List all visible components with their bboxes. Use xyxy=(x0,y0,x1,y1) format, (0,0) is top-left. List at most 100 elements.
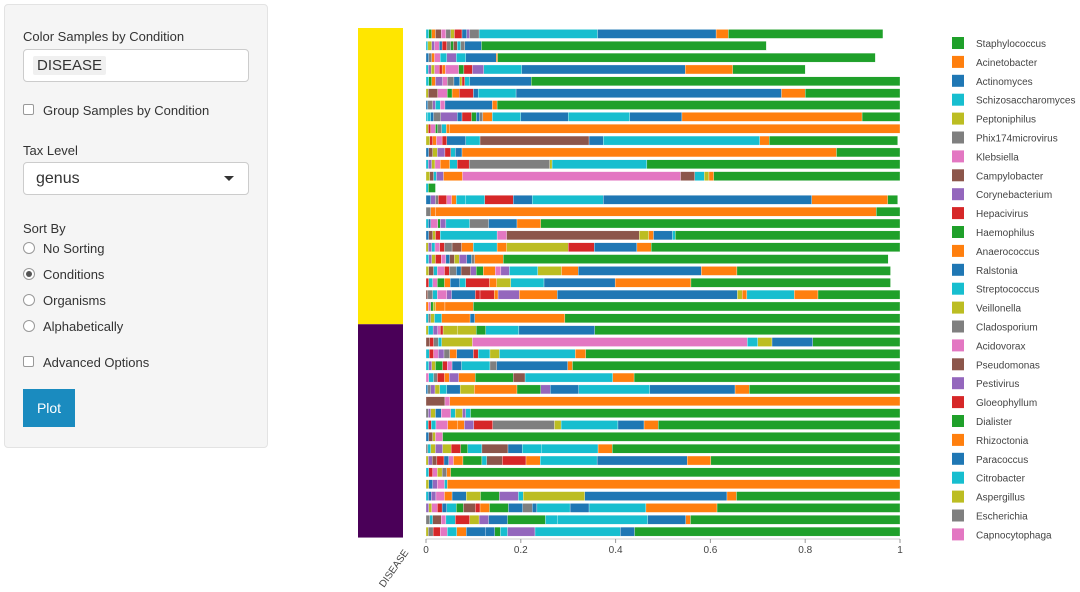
bar-segment xyxy=(484,195,514,205)
bar-segment xyxy=(428,408,431,418)
legend-label: Acinetobacter xyxy=(976,58,1038,69)
bar-segment xyxy=(427,384,431,395)
bar-segment xyxy=(771,337,813,347)
bar-segment xyxy=(479,289,495,300)
bar-segment xyxy=(456,266,462,276)
bar-segment xyxy=(442,432,901,442)
sort-conditions-radio[interactable] xyxy=(23,268,35,280)
legend-swatch xyxy=(952,112,964,125)
bar-segment xyxy=(432,147,438,158)
bar-segment xyxy=(473,301,901,312)
bar-segment xyxy=(449,372,459,383)
bar-segment xyxy=(449,254,455,264)
bar-segment xyxy=(447,479,901,489)
bar-segment xyxy=(431,52,435,63)
bar-segment xyxy=(469,515,480,525)
bar-segment xyxy=(445,254,450,264)
bar-segment xyxy=(432,100,436,110)
bar-segment xyxy=(456,195,466,205)
group-samples-label: Group Samples by Condition xyxy=(43,103,210,118)
bar-segment xyxy=(513,195,533,205)
bar-segment xyxy=(434,313,442,323)
group-samples-checkbox[interactable] xyxy=(23,104,34,115)
bar-segment xyxy=(441,313,471,323)
bar-segment xyxy=(456,52,466,63)
bar-segment xyxy=(441,515,447,525)
bar-segment xyxy=(428,218,431,229)
bar-segment xyxy=(734,384,750,395)
bar-segment xyxy=(817,289,901,300)
bar-segment xyxy=(445,29,451,39)
bar-segment xyxy=(483,266,496,276)
bar-segment xyxy=(475,289,481,300)
condition-block-2 xyxy=(358,324,403,538)
bar-segment xyxy=(437,218,441,229)
advanced-options-checkbox[interactable] xyxy=(23,356,34,367)
bar-segment xyxy=(658,420,901,430)
bar-segment xyxy=(425,325,429,335)
bar-segment xyxy=(444,100,493,110)
sort-no-sorting-radio[interactable] xyxy=(23,242,35,254)
bar-segment xyxy=(685,515,691,525)
bar-segment xyxy=(836,147,901,158)
legend-label: Cladosporium xyxy=(976,323,1038,334)
bar-segment xyxy=(456,526,467,537)
bar-segment xyxy=(440,52,448,63)
bar-segment xyxy=(812,337,901,347)
bar-segment xyxy=(462,455,483,466)
bar-segment xyxy=(578,266,702,276)
bar-segment xyxy=(431,64,435,75)
bar-segment xyxy=(440,218,447,229)
tax-level-select[interactable]: genus xyxy=(23,162,249,195)
bar-segment xyxy=(425,183,429,193)
bar-segment xyxy=(442,325,458,335)
bar-segment xyxy=(466,526,486,537)
bar-segment xyxy=(639,230,649,241)
legend-label: Gloeophyllum xyxy=(976,398,1037,409)
bar-segment xyxy=(495,266,502,276)
sort-organisms-radio[interactable] xyxy=(23,294,35,306)
bar-segment xyxy=(442,361,448,371)
bar-segment xyxy=(425,64,429,75)
bar-segment xyxy=(464,420,475,430)
bar-segment xyxy=(458,64,465,75)
bar-segment xyxy=(584,491,728,501)
bar-segment xyxy=(502,455,527,466)
bar-segment xyxy=(465,278,490,288)
legend-swatch xyxy=(952,301,964,314)
bar-segment xyxy=(568,242,595,252)
bar-segment xyxy=(499,491,519,501)
legend-swatch xyxy=(952,93,964,106)
bar-segment xyxy=(434,41,440,51)
sort-alphabetically-radio[interactable] xyxy=(23,320,35,332)
legend-swatch xyxy=(952,471,964,484)
plot-button[interactable]: Plot xyxy=(23,389,75,427)
bar-segment xyxy=(469,313,475,323)
bar-segment xyxy=(428,301,431,312)
bar-segment xyxy=(440,526,448,537)
bar-segment xyxy=(461,112,472,122)
bar-segment xyxy=(497,289,520,300)
bar-segment xyxy=(430,313,435,323)
bars-layer xyxy=(425,29,901,537)
bar-segment xyxy=(474,313,566,323)
legend-swatch xyxy=(952,150,964,163)
bar-segment xyxy=(759,135,770,146)
bar-segment xyxy=(428,491,432,501)
bar-segment xyxy=(428,254,432,264)
bar-segment xyxy=(428,183,436,193)
color-samples-select[interactable]: DISEASE xyxy=(23,49,249,82)
legend-swatch xyxy=(952,188,964,201)
bar-segment xyxy=(465,52,497,63)
bar-segment xyxy=(428,242,432,252)
bar-segment xyxy=(463,64,473,75)
bar-segment xyxy=(451,361,462,371)
condition-axis-label: DISEASE xyxy=(377,548,411,590)
bar-segment xyxy=(428,479,433,489)
bar-segment xyxy=(436,171,444,181)
condition-tag[interactable]: DISEASE xyxy=(33,56,107,75)
legend-swatch xyxy=(952,528,964,541)
bar-segment xyxy=(769,135,898,146)
bar-segment xyxy=(425,112,429,122)
bar-segment xyxy=(465,135,481,146)
